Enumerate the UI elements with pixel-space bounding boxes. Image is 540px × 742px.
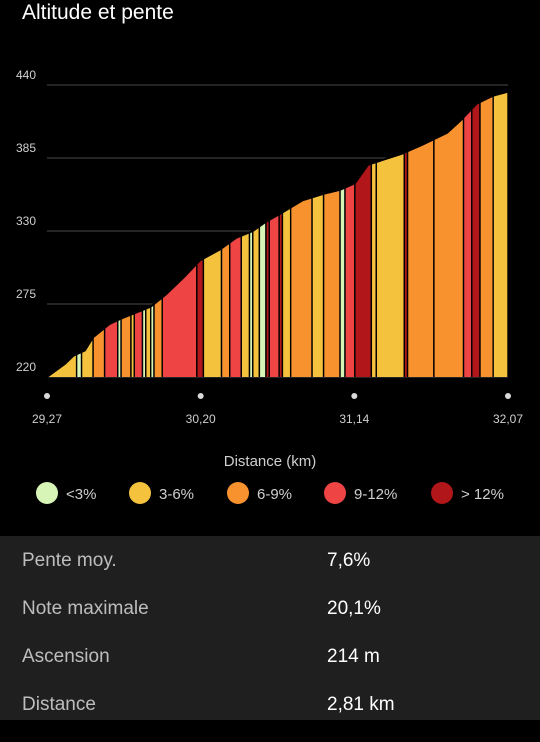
y-tick-label: 440 [16,68,36,82]
stat-row-distance: Distance 2,81 km [0,694,540,742]
y-tick-label: 220 [16,360,36,374]
grade-band [281,91,292,378]
grade-band [354,91,373,378]
x-axis-label: Distance (km) [224,453,317,470]
grade-band [406,91,435,378]
stat-value: 2,81 km [327,694,395,715]
grade-band [268,91,280,378]
x-tick-dot [44,393,50,399]
y-tick-label: 385 [16,141,36,155]
grade-band [479,91,494,378]
x-tick-label: 32,07 [493,412,523,426]
stats-panel: Pente moy. 7,6% Note maximale 20,1% Asce… [0,536,540,720]
grade-band [344,91,356,378]
stat-row-max-grade: Note maximale 20,1% [0,598,540,646]
header: Altitude et pente [0,0,540,36]
x-tick-dot [197,393,204,399]
x-tick-label: 29,27 [32,412,62,426]
stat-label: Note maximale [22,598,149,619]
elevation-chart: 440 385 330 275 220 29,27 30,20 31,14 32,07 Dista… [16,68,523,504]
grade-band [322,91,341,378]
legend-swatch [36,482,58,504]
elevation-chart-container: 440 385 330 275 220 29,27 30,20 31,14 32,07 Dista… [0,40,540,530]
x-tick-label: 30,20 [186,412,216,426]
grade-band [311,91,325,378]
page-title: Altitude et pente [22,1,174,24]
legend-swatch [227,482,249,504]
x-tick-label: 31,14 [339,412,369,426]
x-tick-dot [505,393,511,399]
legend-swatch [129,482,151,504]
grade-band [339,91,346,378]
grade-band [375,91,405,378]
grade-band [462,91,473,378]
legend-swatch [324,482,346,504]
stat-label: Pente moy. [22,550,117,571]
stat-row-ascent: Ascension 214 m [0,646,540,694]
grade-band [258,91,267,378]
legend-label: 3-6% [159,486,194,503]
stat-value: 7,6% [327,550,371,571]
y-tick-label: 275 [16,287,36,301]
grade-band [289,91,313,378]
grade-band [471,91,481,378]
stat-value: 20,1% [327,598,381,619]
grade-band [492,91,508,378]
stat-label: Distance [22,694,96,715]
stat-value: 214 m [327,646,380,667]
y-tick-label: 330 [16,214,36,228]
x-tick-dot [351,393,358,399]
legend-label: <3% [66,486,96,503]
legend-label: 9-12% [354,486,397,503]
stat-label: Ascension [22,646,110,667]
elevation-line [46,90,509,378]
legend-label: 6-9% [257,486,292,503]
legend-swatch [431,482,453,504]
grade-band [370,91,377,378]
grade-band [433,91,465,378]
legend-label: > 12% [461,486,504,503]
stat-row-average-grade: Pente moy. 7,6% [0,550,540,598]
